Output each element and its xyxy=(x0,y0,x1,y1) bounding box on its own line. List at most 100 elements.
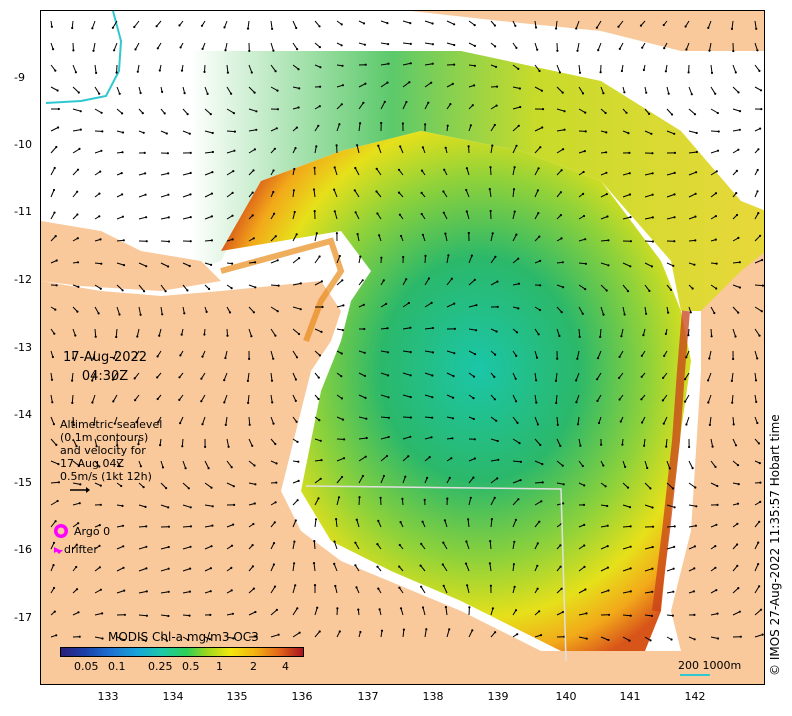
velocity-arrow xyxy=(402,416,411,418)
velocity-arrow xyxy=(662,394,668,401)
velocity-arrow-head xyxy=(318,255,321,258)
velocity-arrow-head xyxy=(399,607,403,610)
velocity-arrow-head xyxy=(142,131,145,134)
map-frame[interactable] xyxy=(40,10,765,685)
velocity-arrow xyxy=(182,482,190,489)
velocity-arrow xyxy=(534,460,543,465)
velocity-arrow xyxy=(468,304,477,308)
velocity-arrow-head xyxy=(758,520,761,523)
velocity-arrow xyxy=(600,262,609,266)
velocity-arrow xyxy=(292,211,296,220)
velocity-arrow-head xyxy=(272,169,275,172)
x-tick-label: 136 xyxy=(291,690,313,703)
velocity-arrow xyxy=(754,86,762,91)
velocity-arrow-head xyxy=(53,332,56,335)
velocity-arrow-head xyxy=(736,464,740,467)
velocity-arrow xyxy=(666,525,675,528)
velocity-arrow-head xyxy=(444,232,447,235)
velocity-arrow xyxy=(270,64,277,72)
velocity-arrow xyxy=(226,64,229,73)
x-tick-label: 137 xyxy=(357,690,379,703)
velocity-arrow-head xyxy=(295,356,299,359)
velocity-arrow xyxy=(226,192,233,198)
velocity-arrow xyxy=(643,438,646,446)
x-tick-label: 140 xyxy=(555,690,577,703)
velocity-arrow xyxy=(710,482,718,487)
velocity-arrow xyxy=(270,284,279,287)
velocity-arrow-head xyxy=(693,113,697,116)
velocity-arrow-head xyxy=(618,398,621,401)
velocity-arrow xyxy=(270,306,278,312)
velocity-arrow xyxy=(534,127,543,132)
colorbar-tick: 4 xyxy=(282,660,289,673)
velocity-arrow-head xyxy=(758,334,761,337)
velocity-arrow-head xyxy=(473,84,476,87)
colorbar-gradient xyxy=(60,647,304,657)
velocity-arrow-head xyxy=(626,486,630,489)
velocity-arrow-head xyxy=(539,284,542,287)
velocity-arrow xyxy=(160,614,169,617)
velocity-arrow xyxy=(597,350,602,359)
velocity-arrow-head xyxy=(607,589,610,592)
velocity-arrow-head xyxy=(597,421,601,425)
velocity-arrow-head xyxy=(166,152,169,155)
velocity-arrow xyxy=(200,394,206,402)
velocity-arrow-head xyxy=(409,326,412,329)
velocity-arrow xyxy=(622,306,626,315)
velocity-arrow xyxy=(336,103,343,110)
velocity-arrow xyxy=(225,42,228,51)
velocity-arrow-head xyxy=(223,401,226,404)
velocity-arrow-head xyxy=(275,462,278,465)
velocity-arrow-head xyxy=(684,378,687,381)
velocity-arrow xyxy=(512,145,517,154)
velocity-arrow xyxy=(644,216,653,220)
velocity-arrow-head xyxy=(233,503,236,506)
velocity-arrow-head xyxy=(409,351,412,354)
velocity-arrow xyxy=(72,64,77,73)
velocity-arrow-head xyxy=(297,479,300,482)
velocity-arrow-head xyxy=(377,587,380,590)
velocity-arrow xyxy=(420,565,426,572)
velocity-arrow-head xyxy=(318,25,321,28)
velocity-arrow-head xyxy=(541,108,545,111)
velocity-arrow-head xyxy=(276,259,279,262)
velocity-arrow-head xyxy=(99,238,102,241)
velocity-arrow xyxy=(666,482,674,489)
velocity-arrow-head xyxy=(205,310,208,313)
velocity-arrow-head xyxy=(145,216,148,219)
velocity-arrow xyxy=(754,350,758,359)
velocity-arrow-head xyxy=(620,69,624,73)
velocity-arrow-head xyxy=(92,357,95,360)
velocity-arrow xyxy=(380,394,389,398)
velocity-arrow xyxy=(116,108,123,114)
velocity-arrow xyxy=(534,500,542,506)
velocity-arrow xyxy=(224,350,228,359)
velocity-arrow-head xyxy=(76,168,80,171)
velocity-arrow-head xyxy=(159,444,162,447)
velocity-arrow-head xyxy=(602,464,605,467)
velocity-arrow-head xyxy=(118,92,121,95)
velocity-arrow xyxy=(50,146,57,154)
velocity-arrow xyxy=(200,372,206,379)
velocity-arrow-head xyxy=(716,149,720,152)
velocity-arrow-head xyxy=(735,192,738,195)
velocity-arrow-head xyxy=(255,635,258,638)
velocity-arrow xyxy=(314,607,318,616)
velocity-arrow xyxy=(204,215,213,220)
velocity-arrow-head xyxy=(56,499,59,503)
velocity-arrow xyxy=(247,394,250,403)
velocity-arrow xyxy=(270,586,276,594)
velocity-arrow-head xyxy=(251,565,254,568)
legend-drifter-label: drifter xyxy=(64,543,98,556)
velocity-arrow-head xyxy=(540,89,543,92)
velocity-arrow xyxy=(116,262,125,266)
velocity-arrow-head xyxy=(380,629,384,632)
velocity-arrow-head xyxy=(99,170,102,173)
velocity-arrow xyxy=(710,108,719,114)
velocity-arrow xyxy=(94,150,102,154)
velocity-arrow-head xyxy=(399,521,402,524)
velocity-arrow-head xyxy=(559,214,563,217)
velocity-arrow-head xyxy=(156,47,159,50)
velocity-arrow xyxy=(94,108,102,114)
velocity-arrow xyxy=(644,130,652,135)
